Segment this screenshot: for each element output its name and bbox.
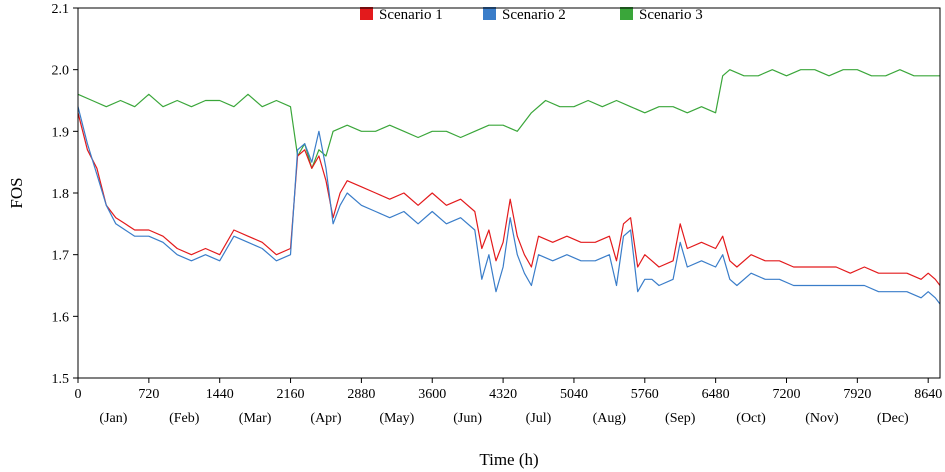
y-tick-label: 1.8 xyxy=(52,187,70,202)
x-tick-label: 1440 xyxy=(206,387,234,402)
legend-label: Scenario 3 xyxy=(639,7,703,23)
x-tick-label: 7920 xyxy=(843,387,871,402)
x-tick-label: 5760 xyxy=(631,387,659,402)
chart-axes xyxy=(77,7,941,379)
series-line-scenario-1 xyxy=(77,112,941,286)
x-tick-label: 4320 xyxy=(489,387,517,402)
x-tick-label: 8640 xyxy=(914,387,942,402)
month-label: (Jun) xyxy=(453,411,482,426)
series-line-scenario-2 xyxy=(77,106,941,305)
y-tick-label: 2.1 xyxy=(52,2,70,17)
y-tick-label: 1.5 xyxy=(52,372,70,387)
x-tick-label: 2160 xyxy=(277,387,305,402)
x-tick-label: 0 xyxy=(75,387,82,402)
y-axis-title: FOS xyxy=(7,177,26,208)
x-tick-label: 720 xyxy=(138,387,159,402)
month-labels: (Jan) (Feb) (Mar) (Apr) (May) (Jun) (Jul) (Aug)… xyxy=(99,411,909,426)
y-axis-ticks: 1.5 1.6 1.7 1.8 1.9 2.0 2.1 xyxy=(52,2,78,387)
month-label: (Jul) xyxy=(526,411,552,426)
x-tick-label: 6480 xyxy=(702,387,730,402)
legend-label: Scenario 1 xyxy=(379,7,443,23)
month-label: (Aug) xyxy=(593,411,627,426)
month-label: (Jan) xyxy=(99,411,127,426)
legend-swatch xyxy=(620,7,633,20)
month-label: (Dec) xyxy=(877,411,909,426)
legend-label: Scenario 2 xyxy=(502,7,566,23)
x-axis-ticks: 0 720 1440 2160 2880 3600 4320 5040 5760 6480 7200… xyxy=(75,378,942,402)
y-tick-label: 1.7 xyxy=(52,249,70,264)
y-tick-label: 1.6 xyxy=(52,310,70,325)
x-tick-label: 2880 xyxy=(347,387,375,402)
x-tick-label: 5040 xyxy=(560,387,588,402)
month-label: (May) xyxy=(379,411,414,426)
x-axis-title: Time (h) xyxy=(479,450,538,469)
month-label: (Feb) xyxy=(169,411,200,426)
legend-swatch xyxy=(483,7,496,20)
month-label: (Oct) xyxy=(736,411,766,426)
month-label: (Nov) xyxy=(805,411,839,426)
y-tick-label: 1.9 xyxy=(52,125,70,140)
series-line-scenario-3 xyxy=(77,69,940,169)
month-label: (Apr) xyxy=(310,411,341,426)
x-tick-label: 7200 xyxy=(772,387,800,402)
y-tick-label: 2.0 xyxy=(52,64,70,79)
month-label: (Mar) xyxy=(239,411,272,426)
month-label: (Sep) xyxy=(665,411,696,426)
series-layer xyxy=(77,69,941,305)
chart-legend: Scenario 1 Scenario 2 Scenario 3 xyxy=(360,7,703,23)
x-tick-label: 3600 xyxy=(418,387,446,402)
plot-frame xyxy=(77,7,941,379)
legend-swatch xyxy=(360,7,373,20)
